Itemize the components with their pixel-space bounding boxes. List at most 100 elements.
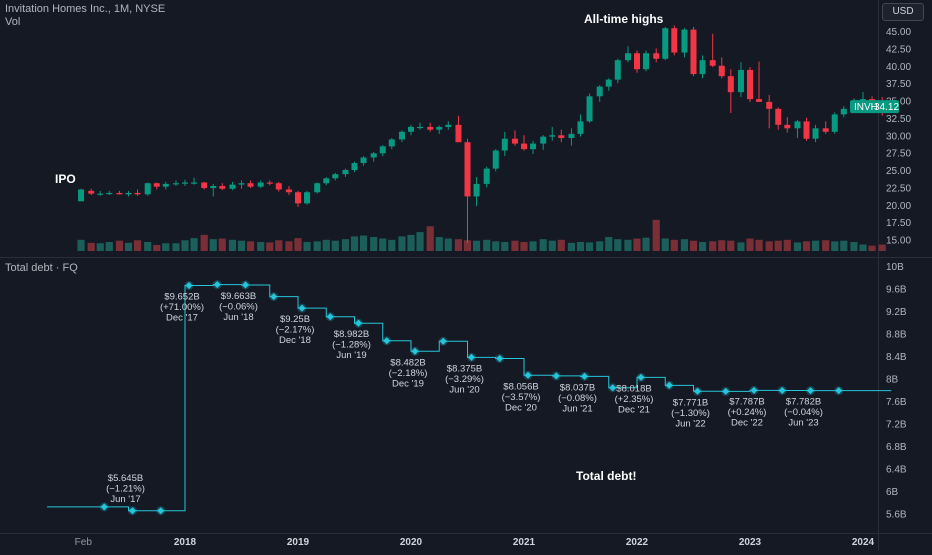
volume-bar <box>218 238 226 251</box>
volume-bar <box>162 243 170 251</box>
candle-body <box>172 183 179 185</box>
debt-axis-tick: 5.6B <box>886 509 907 520</box>
candle-body <box>483 168 490 184</box>
volume-bar <box>359 235 368 251</box>
candle-body <box>671 28 678 53</box>
debt-step-line <box>47 284 892 512</box>
debt-indicator-label: Total debt · FQ <box>5 262 78 274</box>
candle-body <box>153 183 160 187</box>
candle-body <box>398 131 405 140</box>
debt-value-label: Jun '19 <box>336 350 366 361</box>
price-axis-tick: 42.50 <box>886 44 911 55</box>
candle-body <box>501 138 508 151</box>
debt-point-marker <box>298 304 306 312</box>
volume-bar <box>689 240 698 251</box>
candle-body <box>605 79 612 87</box>
candle-body <box>116 192 123 195</box>
volume-bar <box>388 239 396 251</box>
candle-body <box>681 29 688 53</box>
candle-body <box>756 99 763 102</box>
debt-value-label: (−2.17%) <box>276 325 315 336</box>
volume-bar <box>285 241 293 251</box>
debt-value-label: $9.25B <box>280 314 310 325</box>
candle-body <box>812 128 819 139</box>
debt-point-marker <box>354 319 363 327</box>
volume-bar <box>200 234 208 251</box>
debt-value-label: $8.056B <box>503 381 538 392</box>
debt-axis-tick: 9.2B <box>886 307 907 318</box>
debt-axis-tick: 6B <box>886 487 899 498</box>
debt-value-label: Dec '18 <box>279 335 311 346</box>
volume-bar <box>266 242 274 251</box>
debt-value-label: Dec '20 <box>505 402 537 413</box>
candle-body <box>653 53 660 59</box>
candle-body <box>445 124 452 127</box>
volume-bar <box>831 241 839 251</box>
debt-value-label: (−0.06%) <box>219 301 258 312</box>
debt-point-marker <box>213 281 221 289</box>
candle-body <box>662 28 669 59</box>
volume-bar <box>614 239 622 251</box>
volume-bar <box>501 241 509 251</box>
candle-body <box>530 143 537 150</box>
debt-point-marker <box>439 337 447 345</box>
volume-bar <box>793 242 802 251</box>
volume-bar <box>652 219 660 251</box>
volume-bar <box>802 241 811 251</box>
volume-bar <box>605 237 613 251</box>
candle-body <box>699 60 706 75</box>
volume-bar <box>209 239 217 251</box>
debt-point-marker <box>100 503 108 511</box>
volume-bar <box>492 241 500 251</box>
debt-value-label: $9.652B <box>164 292 199 303</box>
volume-bar <box>426 226 434 251</box>
volume-bar <box>596 241 604 251</box>
debt-value-label: (−0.04%) <box>784 407 823 418</box>
volume-bar <box>144 241 152 251</box>
candle-body <box>417 126 424 129</box>
price-axis-tick: 25.00 <box>886 166 911 177</box>
debt-point-marker <box>665 381 673 389</box>
candle-body <box>436 126 443 130</box>
volume-bar <box>416 232 424 251</box>
candle-body <box>840 108 847 115</box>
debt-axis-tick: 6.8B <box>886 442 907 453</box>
debt-value-label: (−0.08%) <box>558 393 597 404</box>
candle-body <box>238 183 245 185</box>
debt-point-marker <box>693 387 702 395</box>
time-axis-tick: 2024 <box>852 537 875 548</box>
candle-body <box>427 126 434 130</box>
price-axis-tick: 15.00 <box>886 236 911 247</box>
volume-bar <box>633 238 641 251</box>
debt-point-marker <box>270 293 278 301</box>
candle-body <box>822 128 829 132</box>
debt-point-marker <box>609 384 617 392</box>
currency-button[interactable]: USD <box>882 3 924 21</box>
price-axis-tick: 27.50 <box>886 149 911 160</box>
volume-bar <box>642 237 650 251</box>
volume-bar <box>77 239 85 251</box>
debt-axis-tick: 6.4B <box>886 464 907 475</box>
volume-bar <box>379 238 387 251</box>
volume-bar <box>370 237 378 251</box>
candle-body <box>784 124 791 129</box>
debt-value-label: (−1.21%) <box>106 483 145 494</box>
candle-body <box>247 183 254 187</box>
volume-bar <box>878 244 886 251</box>
volume-label: Vol <box>5 16 21 28</box>
debt-value-label: Jun '20 <box>449 384 479 395</box>
volume-bar <box>246 241 255 251</box>
time-axis-tick: 2020 <box>400 537 423 548</box>
volume-bar <box>755 239 763 251</box>
candle-body <box>295 192 301 204</box>
volume-bar <box>294 238 302 251</box>
candle-body <box>614 60 621 80</box>
volume-bar <box>172 243 180 251</box>
annotation-total-debt: Total debt! <box>576 469 636 483</box>
debt-value-label: (−1.30%) <box>671 408 710 419</box>
debt-axis-tick: 8B <box>886 374 899 385</box>
volume-bar <box>87 242 95 251</box>
volume-bar <box>331 240 339 251</box>
volume-bar <box>275 240 283 251</box>
